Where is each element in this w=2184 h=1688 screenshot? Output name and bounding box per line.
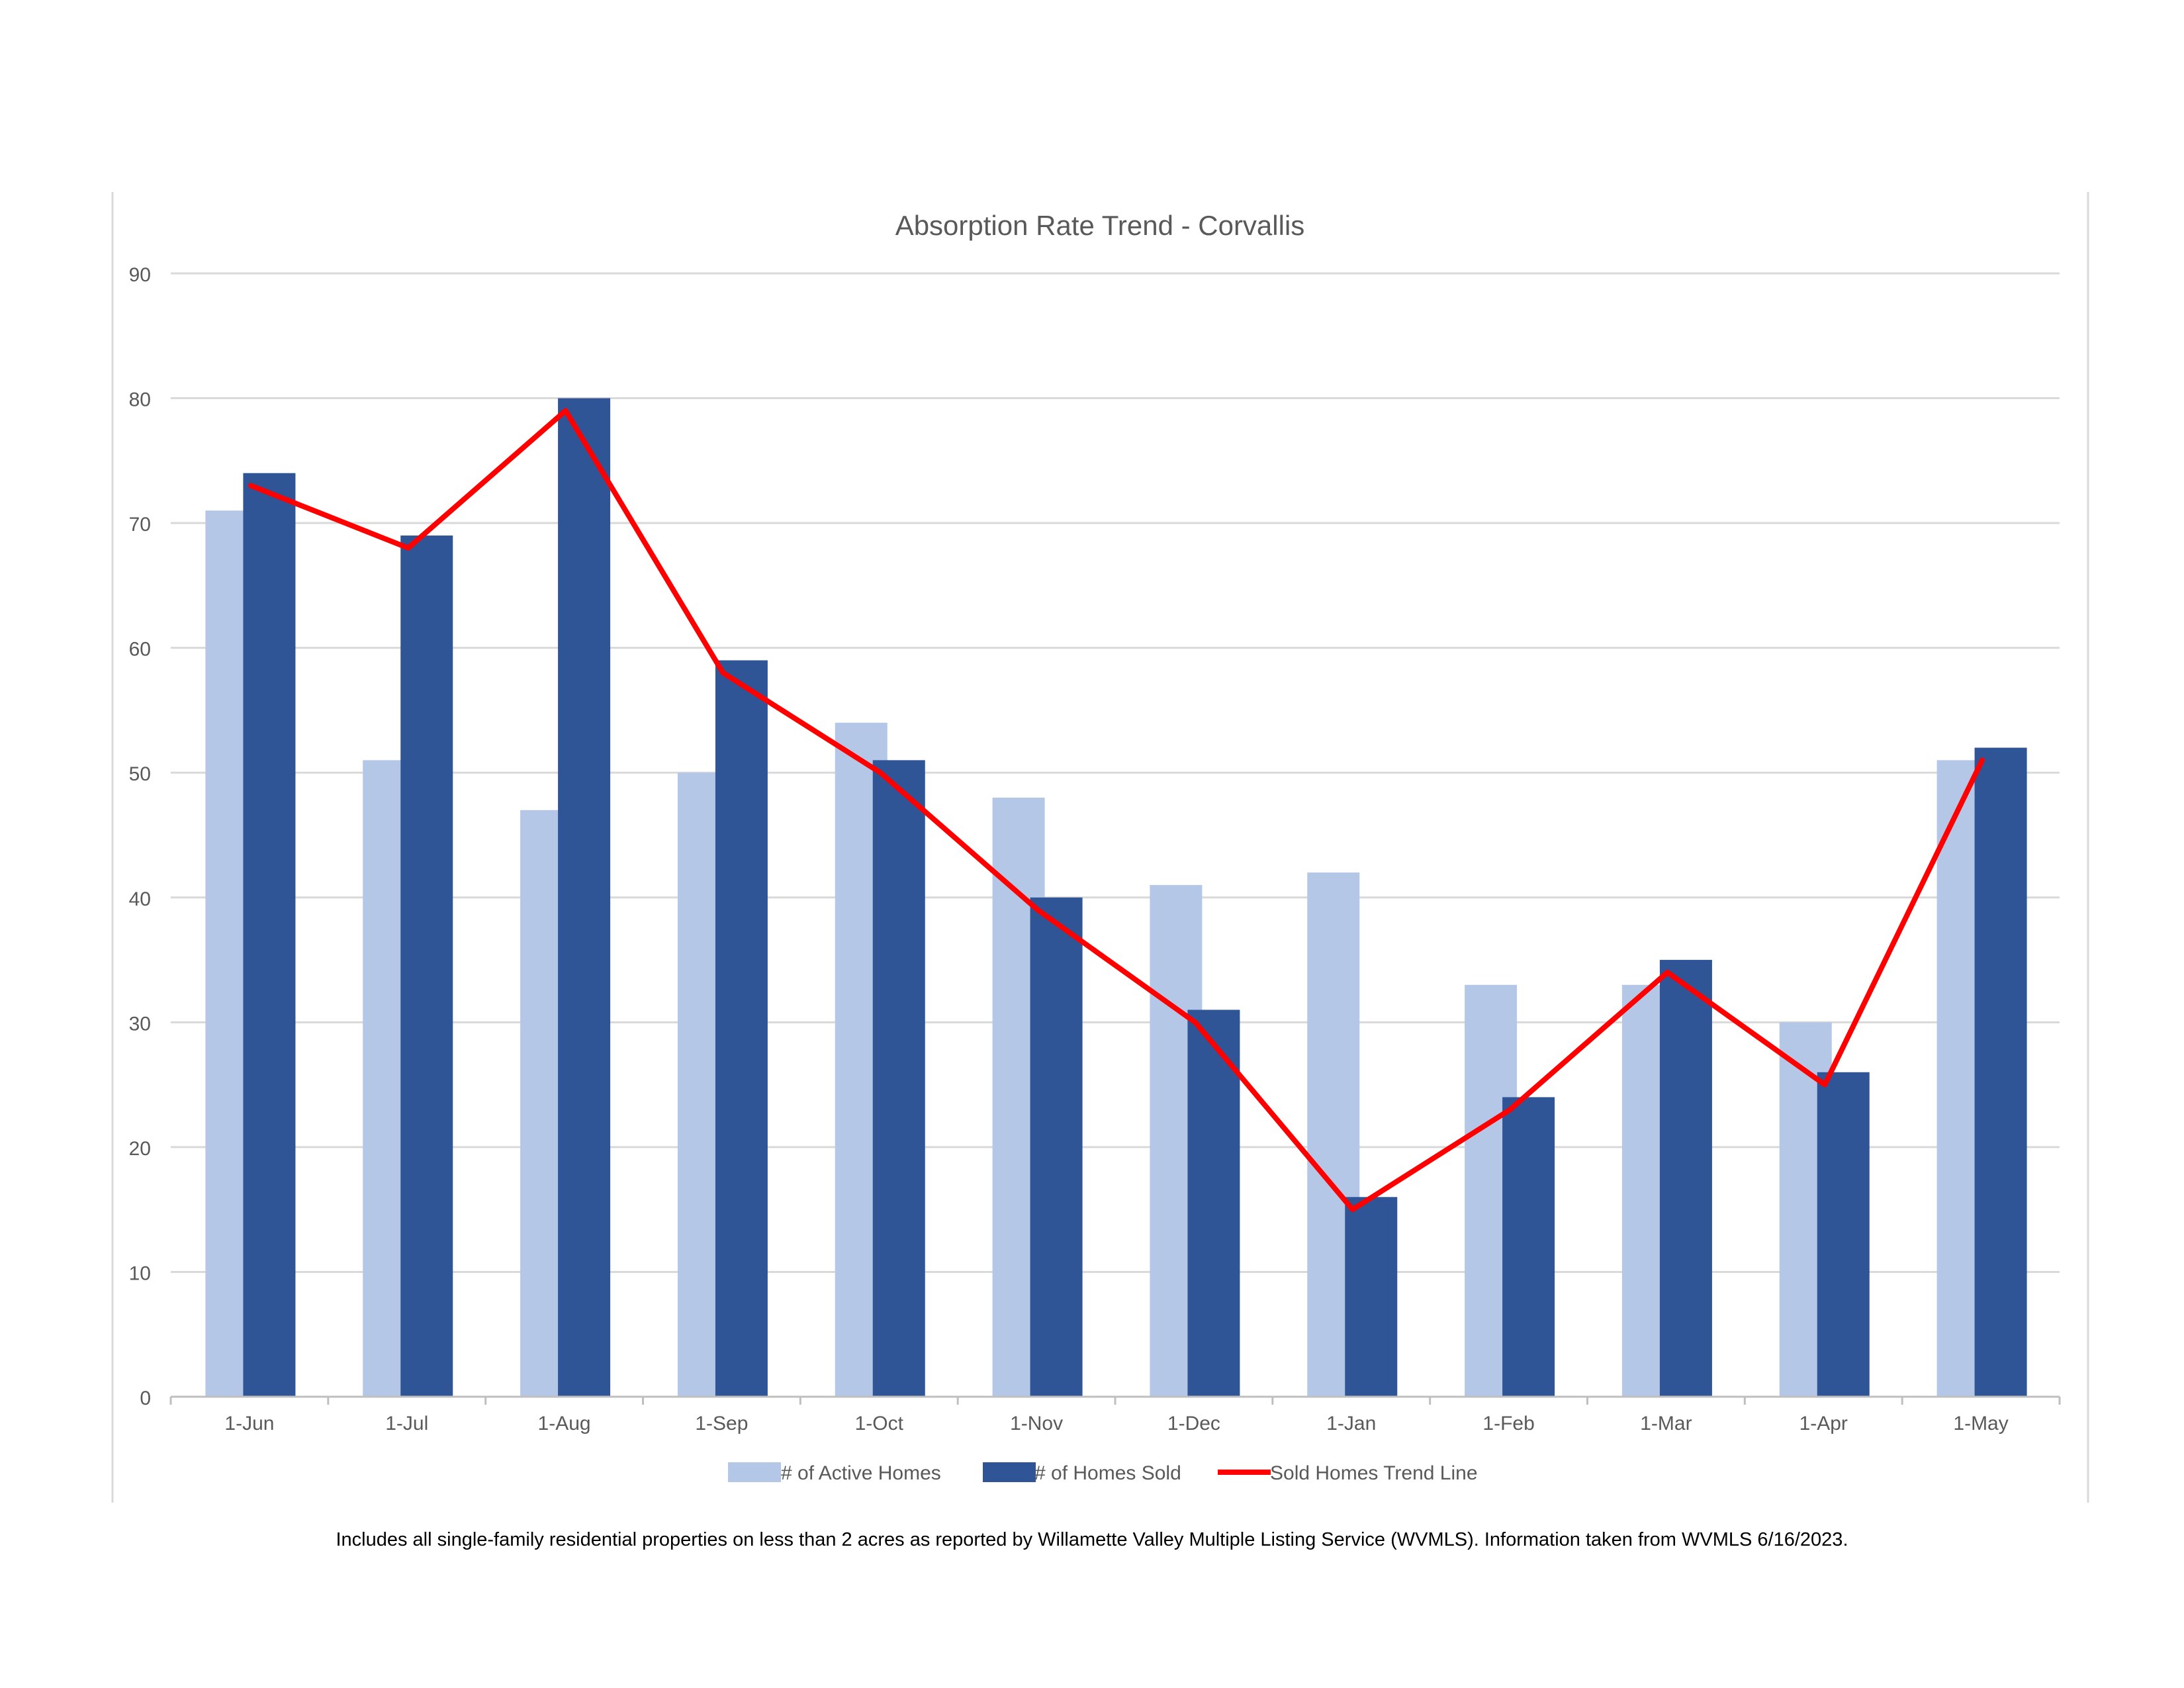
x-tick-label: 1-Dec [1167,1413,1220,1434]
trend-line-layer [248,408,1985,1213]
homes-sold-bar [1030,897,1083,1397]
homes-sold-bar [1187,1009,1240,1397]
x-tick-label: 1-Sep [695,1413,748,1434]
x-axis-tick-labels: 1-Jun 1-Jul 1-Aug 1-Sep 1-Oct 1-Nov 1-Dec 1-Jan… [224,1413,2008,1434]
footnote: Includes all single-family residential p… [336,1529,1848,1550]
homes-sold-bar [1502,1097,1555,1397]
x-tick-label: 1-Oct [855,1413,904,1434]
x-tick-label: 1-Nov [1010,1413,1063,1434]
chart-title: Absorption Rate Trend - Corvallis [895,210,1305,241]
y-tick-label: 90 [129,264,151,286]
legend-label: # of Homes Sold [1034,1462,1181,1484]
x-tick-label: 1-Apr [1799,1413,1848,1434]
homes-sold-bar [715,660,768,1397]
legend-label: Sold Homes Trend Line [1270,1462,1478,1484]
y-tick-label: 0 [140,1387,151,1409]
y-tick-label: 50 [129,763,151,785]
legend: # of Active Homes # of Homes Sold Sold Hom… [728,1462,1478,1484]
y-axis-tick-labels: 0 10 20 30 40 50 60 70 80 90 [129,264,151,1409]
homes-sold-bar [243,473,296,1397]
homes-sold-bar [1345,1197,1398,1397]
y-tick-label: 70 [129,514,151,536]
legend-swatch [728,1462,781,1482]
homes-sold-bar [400,535,453,1397]
x-tick-label: 1-Jul [385,1413,428,1434]
legend-swatch [983,1462,1036,1482]
x-tick-label: 1-Mar [1640,1413,1692,1434]
homes-sold-bar [1974,747,2027,1397]
x-tick-label: 1-Jun [224,1413,274,1434]
homes-sold-bar [872,760,925,1397]
y-tick-label: 30 [129,1013,151,1035]
homes-sold-bar [1659,960,1712,1397]
legend-label: # of Active Homes [781,1462,941,1484]
gridlines [171,272,2060,1273]
x-tick-label: 1-Aug [538,1413,591,1434]
y-tick-label: 40 [129,888,151,910]
y-tick-label: 80 [129,389,151,411]
x-axis [169,1395,2061,1405]
x-tick-label: 1-Jan [1326,1413,1376,1434]
x-tick-label: 1-May [1953,1413,2008,1434]
homes-sold-bar [1817,1072,1870,1397]
sold-homes-trend-line [248,408,1985,1213]
y-tick-label: 10 [129,1262,151,1284]
y-tick-label: 20 [129,1138,151,1160]
bars [205,398,2027,1397]
y-tick-label: 60 [129,639,151,661]
homes-sold-bar [558,398,611,1397]
x-tick-label: 1-Feb [1482,1413,1534,1434]
